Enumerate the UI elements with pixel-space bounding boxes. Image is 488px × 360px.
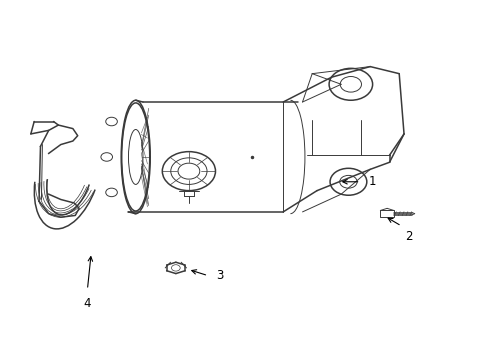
Text: 1: 1 [368,175,375,188]
Text: 3: 3 [216,269,224,282]
Text: 4: 4 [83,297,91,310]
Text: 2: 2 [404,230,412,243]
